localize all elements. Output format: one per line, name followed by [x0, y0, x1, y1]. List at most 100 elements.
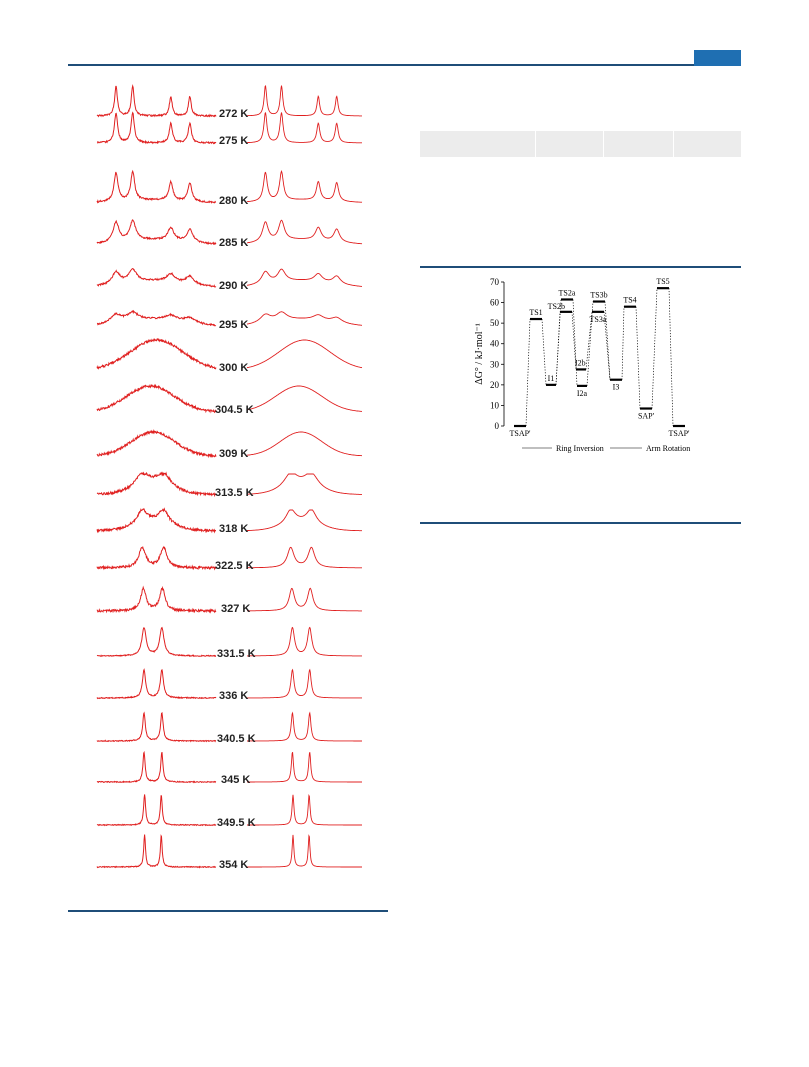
simulated-spectrum [247, 431, 362, 457]
temperature-label: 354 K [219, 859, 249, 871]
temperature-label: 313.5 K [215, 487, 254, 499]
simulated-spectrum [247, 473, 362, 495]
level-label: TS1 [529, 308, 542, 317]
simulated-spectrum [247, 219, 363, 245]
simulated-spectrum [247, 626, 362, 657]
figure-bottom-rule [420, 522, 741, 524]
level-label: I2b [575, 358, 586, 367]
temperature-label: 331.5 K [217, 648, 256, 660]
header-tab [694, 50, 741, 66]
level-label: I3 [613, 383, 620, 392]
temperature-label: 295 K [219, 319, 249, 331]
level-label: TS2a [559, 288, 576, 297]
pathway-connector [586, 301, 594, 386]
table-header [420, 131, 741, 157]
y-tick-label: 10 [490, 400, 500, 410]
level-label: TS3a [590, 315, 607, 324]
pathway-connector [541, 319, 547, 385]
level-label: TS2b [548, 302, 565, 311]
experimental-spectrum [96, 169, 217, 204]
y-tick-label: 70 [490, 277, 500, 287]
level-label: TSAP' [509, 429, 531, 438]
temperature-label: 318 K [219, 523, 249, 535]
experimental-spectrum [96, 626, 217, 658]
legend-ring-inversion: Ring Inversion [556, 444, 604, 453]
experimental-spectrum [96, 794, 217, 827]
simulated-spectrum [247, 711, 362, 742]
temperature-label: 300 K [219, 362, 249, 374]
nmr-spectra-figure [96, 84, 363, 869]
simulated-spectrum [246, 385, 362, 412]
temperature-label: 304.5 K [215, 404, 254, 416]
simulated-spectrum [246, 546, 362, 569]
level-label: SAP' [638, 412, 655, 421]
energy-diagram: 0 10 20 30 40 50 60 70 ΔG° / kJ·mol⁻¹ TSAP' TS1 I1 T… [474, 277, 690, 453]
pathway-connector [651, 288, 658, 409]
y-tick-label: 20 [490, 380, 500, 390]
temperature-label: 349.5 K [217, 817, 256, 829]
y-tick-label: 60 [490, 298, 500, 308]
pathway-connector [668, 288, 674, 427]
simulated-spectrum [247, 509, 362, 532]
header-rule [68, 64, 741, 66]
level-label: I2a [577, 389, 588, 398]
simulated-spectrum [246, 170, 363, 203]
temperature-label: 340.5 K [217, 733, 256, 745]
pathway-connector [621, 306, 625, 380]
pathway-connector [571, 311, 577, 370]
temperature-label: 327 K [221, 603, 251, 615]
y-tick-label: 0 [495, 421, 500, 431]
simulated-spectrum [246, 268, 362, 287]
temperature-label: 336 K [219, 690, 249, 702]
simulated-spectrum [247, 668, 362, 699]
temperature-label: 272 K [219, 108, 249, 120]
experimental-spectrum [96, 111, 217, 145]
simulated-spectrum [246, 339, 363, 369]
experimental-spectrum [96, 545, 217, 571]
temperature-label: 345 K [221, 774, 251, 786]
experimental-spectrum [96, 711, 217, 743]
temperature-label: 290 K [219, 280, 249, 292]
level-label: TS5 [656, 277, 669, 286]
temperature-label: 280 K [219, 195, 249, 207]
experimental-spectrum [96, 309, 217, 327]
pathway-connector [585, 311, 593, 370]
simulated-spectrum [247, 834, 362, 868]
temperature-label: 285 K [219, 237, 249, 249]
experimental-spectrum [96, 428, 217, 459]
pathway-connector [604, 301, 611, 380]
experimental-spectrum [96, 383, 217, 414]
experimental-spectrum [96, 668, 217, 700]
experimental-spectrum [96, 84, 217, 118]
experimental-spectrum [96, 268, 217, 288]
simulated-spectrum [247, 587, 362, 612]
table-separator [535, 131, 536, 157]
simulated-spectrum [247, 752, 362, 783]
simulated-spectrum [247, 111, 362, 144]
legend-arm-rotation: Arm Rotation [646, 444, 690, 453]
table-separator [673, 131, 674, 157]
pathway-connector [603, 311, 611, 380]
y-axis-label: ΔG° / kJ·mol⁻¹ [474, 323, 485, 384]
level-label: I1 [548, 374, 555, 383]
level-label: TS3b [590, 291, 607, 300]
figure-caption-rule [68, 910, 388, 912]
temperature-label: 275 K [219, 135, 249, 147]
pathway-connector [572, 299, 578, 386]
simulated-spectrum [247, 85, 362, 117]
y-tick-label: 40 [490, 339, 500, 349]
table-separator [603, 131, 604, 157]
figure-top-rule [420, 266, 741, 268]
pathway-connector [635, 306, 641, 409]
pathway-connector [555, 299, 562, 385]
level-label: TS4 [623, 296, 636, 305]
experimental-spectrum [96, 337, 217, 370]
experimental-spectrum [96, 219, 217, 246]
experimental-spectrum [96, 507, 216, 534]
experimental-spectrum [96, 750, 217, 784]
experimental-spectrum [96, 585, 217, 614]
simulated-spectrum [247, 793, 362, 826]
experimental-spectrum [96, 834, 217, 869]
y-tick-label: 50 [490, 318, 500, 328]
level-label: TSAP' [668, 429, 690, 438]
